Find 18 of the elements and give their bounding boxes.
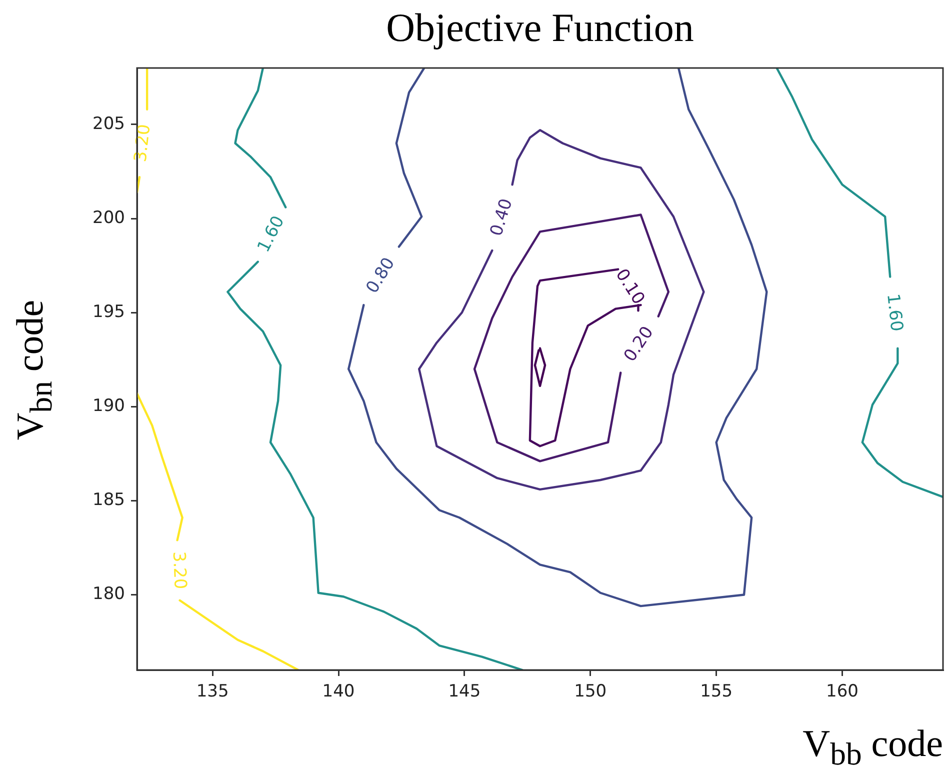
x-tick-label: 155: [700, 682, 733, 702]
annotation: 0.40: [486, 196, 517, 238]
y-tick-label: 185: [92, 490, 125, 510]
x-tick-label: 135: [196, 682, 229, 702]
annotation: 3.20: [168, 550, 190, 590]
x-tick-label: 145: [448, 682, 481, 702]
y-tick-label: 205: [92, 114, 125, 134]
y-tick-label: 190: [92, 396, 125, 416]
x-axis-title: V$_{bb}$ code: [802, 722, 943, 773]
y-tick-label: 180: [92, 584, 125, 604]
x-tick-label: 150: [574, 682, 607, 702]
annotation: 1.60: [882, 292, 906, 332]
x-tick-label: 140: [322, 682, 355, 702]
y-tick-label: 195: [92, 302, 125, 322]
annotation: 1.60: [254, 212, 289, 256]
chart-title: Objective Function: [385, 4, 695, 51]
x-tick-label: 160: [826, 682, 858, 702]
y-tick-label: 200: [92, 208, 125, 228]
